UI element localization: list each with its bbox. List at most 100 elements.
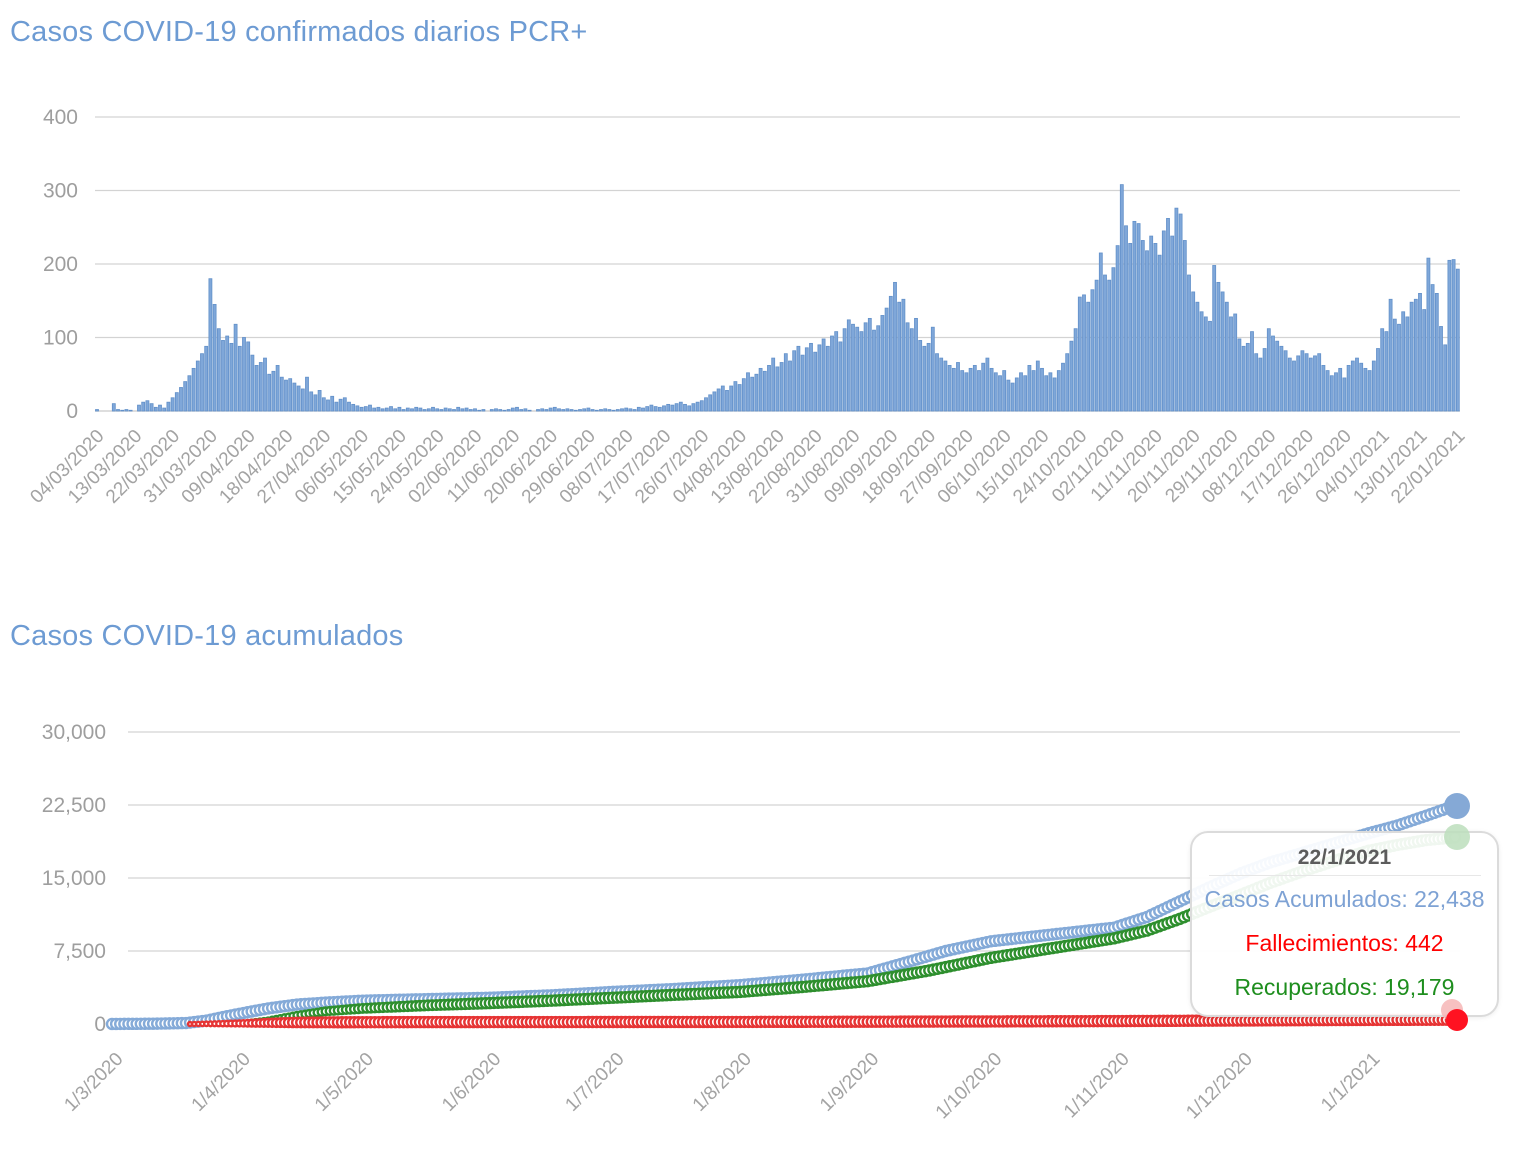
daily-bar[interactable] <box>779 362 784 412</box>
daily-bar[interactable] <box>1355 357 1359 412</box>
daily-bar[interactable] <box>578 409 582 412</box>
daily-bar[interactable] <box>1338 367 1343 412</box>
daily-bar[interactable] <box>964 372 969 412</box>
daily-bar[interactable] <box>225 335 230 412</box>
daily-bar[interactable] <box>334 401 339 412</box>
daily-bar[interactable] <box>867 317 872 412</box>
daily-bar[interactable] <box>1136 223 1141 412</box>
daily-bar[interactable] <box>1035 360 1040 412</box>
daily-bar[interactable] <box>1371 360 1376 412</box>
daily-bar[interactable] <box>771 357 776 412</box>
daily-bar[interactable] <box>183 381 188 412</box>
daily-bar[interactable] <box>158 404 162 412</box>
daily-bar[interactable] <box>611 409 616 412</box>
daily-bar[interactable] <box>767 365 771 412</box>
daily-bar[interactable] <box>1292 360 1296 412</box>
daily-bar[interactable] <box>552 406 557 412</box>
daily-bar[interactable] <box>1006 379 1011 412</box>
daily-bar[interactable] <box>1178 213 1183 412</box>
daily-bar[interactable] <box>620 408 624 412</box>
daily-bar[interactable] <box>582 408 587 412</box>
daily-bar[interactable] <box>141 401 146 412</box>
daily-bar[interactable] <box>162 407 167 412</box>
daily-bar[interactable] <box>1262 348 1267 412</box>
daily-bar[interactable] <box>1107 279 1112 412</box>
daily-bar[interactable] <box>1098 252 1103 412</box>
daily-bar[interactable] <box>691 403 696 412</box>
daily-bar[interactable] <box>1040 367 1044 412</box>
daily-bar[interactable] <box>1048 372 1053 412</box>
daily-bar[interactable] <box>1182 240 1187 412</box>
daily-bar[interactable] <box>762 370 767 412</box>
daily-bar[interactable] <box>712 391 717 412</box>
daily-bar[interactable] <box>817 344 822 412</box>
daily-bar[interactable] <box>645 406 650 412</box>
daily-bar[interactable] <box>498 409 503 412</box>
daily-bar[interactable] <box>401 409 406 412</box>
daily-bar[interactable] <box>599 409 603 412</box>
daily-bar[interactable] <box>729 385 734 412</box>
daily-bar[interactable] <box>443 407 448 412</box>
daily-bar[interactable] <box>708 394 713 412</box>
daily-bar[interactable] <box>565 408 570 412</box>
daily-bar[interactable] <box>216 328 221 412</box>
daily-bar[interactable] <box>1166 218 1170 412</box>
daily-bar[interactable] <box>993 372 998 412</box>
daily-bar[interactable] <box>905 322 910 412</box>
daily-bar[interactable] <box>880 315 885 412</box>
daily-bar[interactable] <box>1350 360 1355 412</box>
daily-bar[interactable] <box>594 409 599 412</box>
daily-bar[interactable] <box>956 362 960 412</box>
daily-bar[interactable] <box>628 408 633 412</box>
daily-bar[interactable] <box>229 342 234 412</box>
endpoint-dot-recuperados[interactable] <box>1444 824 1470 851</box>
daily-bar[interactable] <box>851 323 855 412</box>
daily-bar[interactable] <box>834 331 839 412</box>
daily-bar[interactable] <box>1434 292 1439 412</box>
daily-bar[interactable] <box>947 365 952 412</box>
daily-bar[interactable] <box>1296 355 1301 412</box>
daily-bar[interactable] <box>1304 353 1309 412</box>
daily-bar[interactable] <box>888 295 893 412</box>
daily-bar[interactable] <box>452 409 456 412</box>
daily-bar[interactable] <box>846 319 851 412</box>
daily-bar[interactable] <box>1149 235 1154 412</box>
daily-bar[interactable] <box>998 375 1002 412</box>
daily-bar[interactable] <box>775 366 780 412</box>
daily-bar[interactable] <box>842 328 847 412</box>
daily-bar[interactable] <box>221 340 225 412</box>
daily-bar[interactable] <box>825 345 830 412</box>
daily-bar[interactable] <box>1443 344 1448 412</box>
daily-bar[interactable] <box>1376 348 1380 412</box>
daily-bar[interactable] <box>1245 342 1250 412</box>
daily-bar[interactable] <box>1439 326 1443 412</box>
daily-bar[interactable] <box>1161 230 1166 412</box>
daily-bar[interactable] <box>1224 301 1229 412</box>
daily-bar[interactable] <box>838 341 843 412</box>
daily-bar[interactable] <box>1019 372 1023 412</box>
daily-bar[interactable] <box>1455 268 1460 412</box>
daily-bar[interactable] <box>914 317 918 412</box>
daily-bar[interactable] <box>1363 367 1368 412</box>
daily-bar[interactable] <box>972 365 977 412</box>
daily-bar[interactable] <box>1229 316 1233 412</box>
daily-bar[interactable] <box>145 400 150 412</box>
daily-bar[interactable] <box>922 345 927 412</box>
daily-bar[interactable] <box>456 406 461 412</box>
daily-bar[interactable] <box>876 325 881 412</box>
daily-bar[interactable] <box>909 328 914 412</box>
daily-bar[interactable] <box>288 378 293 412</box>
daily-bar[interactable] <box>540 408 545 412</box>
daily-bar[interactable] <box>426 408 431 412</box>
daily-bar[interactable] <box>1103 274 1107 412</box>
daily-bar[interactable] <box>813 351 818 412</box>
daily-bar[interactable] <box>330 395 335 412</box>
daily-bar[interactable] <box>930 326 935 412</box>
daily-bar[interactable] <box>355 405 360 412</box>
daily-bar[interactable] <box>951 367 956 412</box>
daily-bar[interactable] <box>1258 357 1263 412</box>
daily-bar[interactable] <box>632 409 637 412</box>
daily-bar[interactable] <box>422 409 427 412</box>
daily-bar[interactable] <box>296 385 301 412</box>
daily-bar[interactable] <box>557 408 561 412</box>
